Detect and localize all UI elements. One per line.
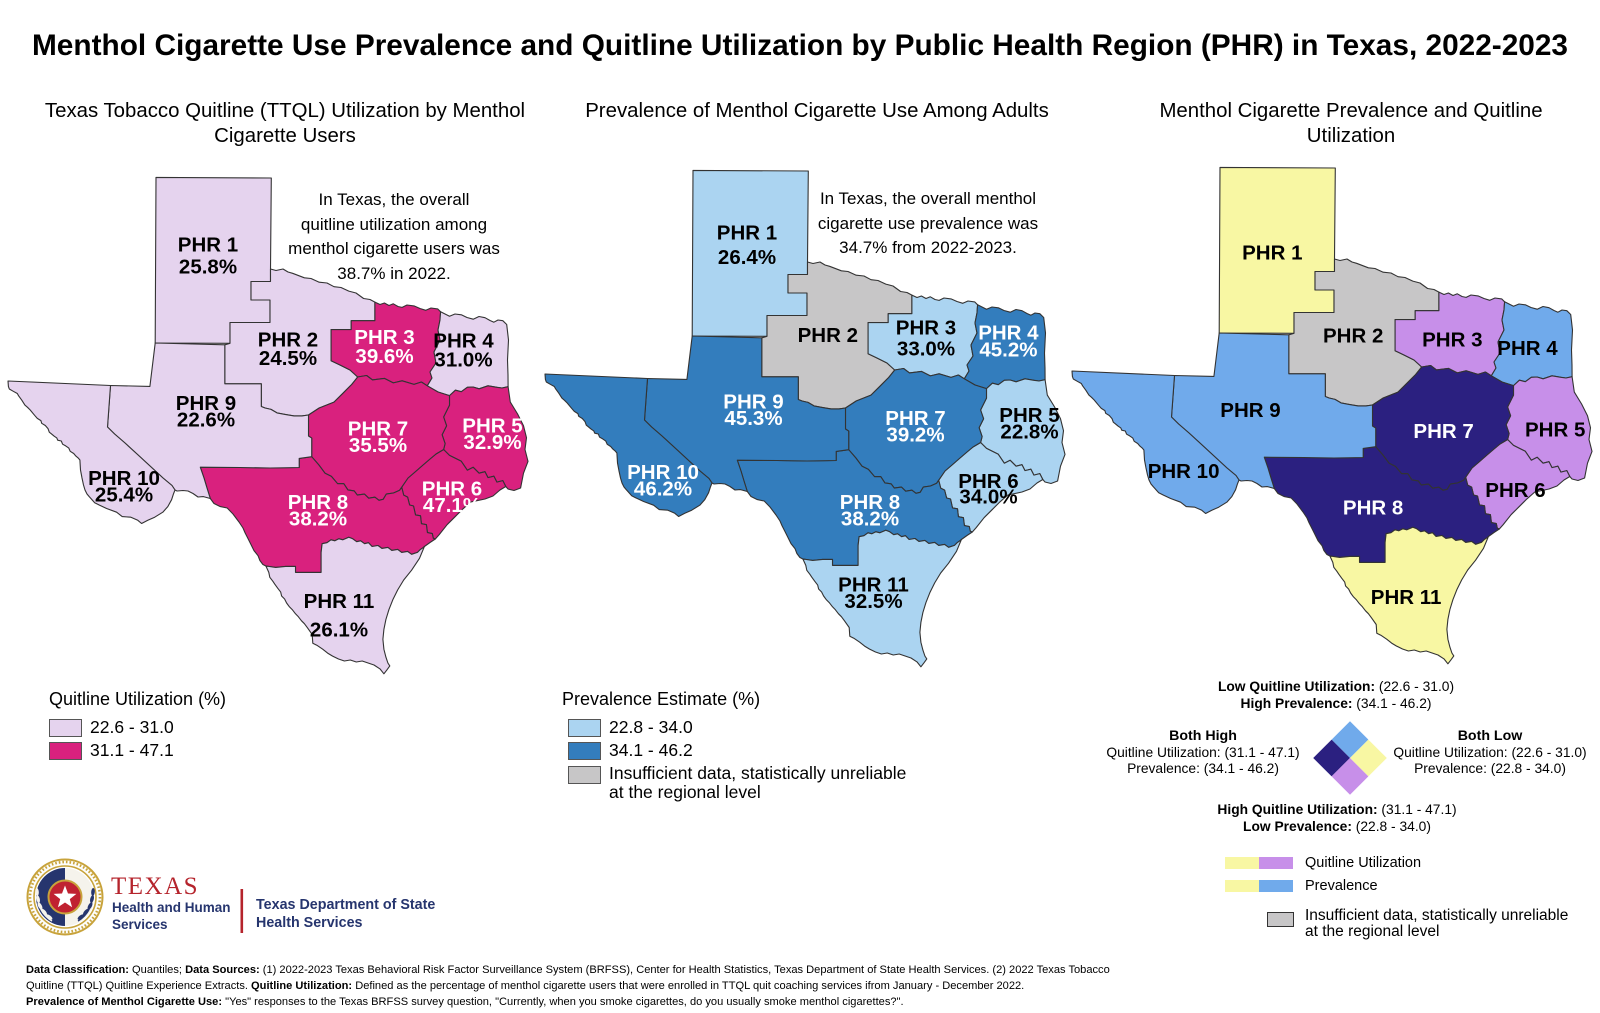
svg-text:39.6%: 39.6% — [355, 345, 413, 368]
svg-text:PHR 1: PHR 1 — [1242, 242, 1302, 265]
svg-text:TEXAS: TEXAS — [111, 873, 199, 900]
svg-text:PHR 3: PHR 3 — [1422, 329, 1482, 352]
svg-text:PHR 2: PHR 2 — [1323, 325, 1383, 348]
svg-text:PHR 3: PHR 3 — [896, 317, 956, 340]
svg-text:PHR 10: PHR 10 — [88, 467, 160, 490]
svg-text:PHR 2: PHR 2 — [258, 328, 318, 351]
svg-text:35.5%: 35.5% — [349, 434, 407, 457]
svg-text:PHR 5: PHR 5 — [462, 415, 522, 438]
svg-text:45.2%: 45.2% — [979, 338, 1037, 361]
svg-text:PHR 8: PHR 8 — [1343, 497, 1403, 520]
svg-text:PHR 11: PHR 11 — [304, 590, 375, 613]
svg-text:PHR 8: PHR 8 — [840, 491, 900, 514]
svg-text:PHR 4: PHR 4 — [433, 330, 494, 353]
svg-text:PHR 7: PHR 7 — [348, 418, 408, 441]
svg-text:PHR 2: PHR 2 — [798, 324, 858, 347]
svg-text:Texas Department of State: Texas Department of State — [256, 897, 435, 913]
svg-text:PHR 9: PHR 9 — [176, 392, 236, 415]
svg-text:PHR 11: PHR 11 — [1371, 586, 1442, 609]
svg-text:PHR 5: PHR 5 — [999, 404, 1059, 427]
svg-text:34.0%: 34.0% — [959, 486, 1017, 509]
svg-text:PHR 7: PHR 7 — [885, 407, 945, 430]
svg-text:PHR 4: PHR 4 — [978, 321, 1039, 344]
svg-text:Health Services: Health Services — [256, 915, 363, 931]
svg-text:PHR 4: PHR 4 — [1497, 337, 1558, 360]
svg-text:26.4%: 26.4% — [718, 246, 776, 269]
svg-text:45.3%: 45.3% — [724, 407, 782, 430]
svg-text:PHR 9: PHR 9 — [1220, 399, 1280, 422]
svg-text:PHR 10: PHR 10 — [627, 461, 699, 484]
svg-text:PHR 5: PHR 5 — [1525, 419, 1585, 442]
svg-text:PHR 1: PHR 1 — [178, 233, 238, 256]
svg-text:PHR 6: PHR 6 — [1485, 479, 1545, 502]
svg-text:33.0%: 33.0% — [897, 337, 955, 360]
svg-text:39.2%: 39.2% — [886, 424, 944, 447]
svg-text:25.4%: 25.4% — [95, 484, 153, 507]
svg-text:PHR 1: PHR 1 — [717, 222, 777, 245]
svg-text:31.0%: 31.0% — [434, 349, 492, 372]
svg-text:32.9%: 32.9% — [463, 431, 521, 454]
svg-text:Health and Human: Health and Human — [112, 900, 231, 915]
svg-text:PHR 11: PHR 11 — [838, 574, 909, 597]
svg-text:38.2%: 38.2% — [289, 508, 347, 531]
svg-text:47.1%: 47.1% — [423, 494, 481, 517]
svg-text:PHR 8: PHR 8 — [288, 491, 348, 514]
svg-text:22.8%: 22.8% — [1000, 421, 1058, 444]
svg-text:PHR 6: PHR 6 — [958, 470, 1018, 493]
svg-text:PHR 9: PHR 9 — [723, 391, 783, 414]
svg-text:Services: Services — [112, 917, 168, 932]
svg-text:25.8%: 25.8% — [179, 256, 237, 279]
svg-text:PHR 3: PHR 3 — [354, 326, 414, 349]
svg-text:22.6%: 22.6% — [177, 409, 235, 432]
svg-text:PHR 6: PHR 6 — [422, 478, 482, 501]
svg-text:24.5%: 24.5% — [259, 347, 317, 370]
svg-text:PHR 10: PHR 10 — [1148, 460, 1220, 483]
svg-text:46.2%: 46.2% — [634, 478, 692, 501]
svg-text:PHR 7: PHR 7 — [1413, 420, 1473, 443]
svg-text:26.1%: 26.1% — [310, 619, 368, 642]
svg-text:38.2%: 38.2% — [841, 508, 899, 531]
svg-text:32.5%: 32.5% — [844, 590, 902, 613]
